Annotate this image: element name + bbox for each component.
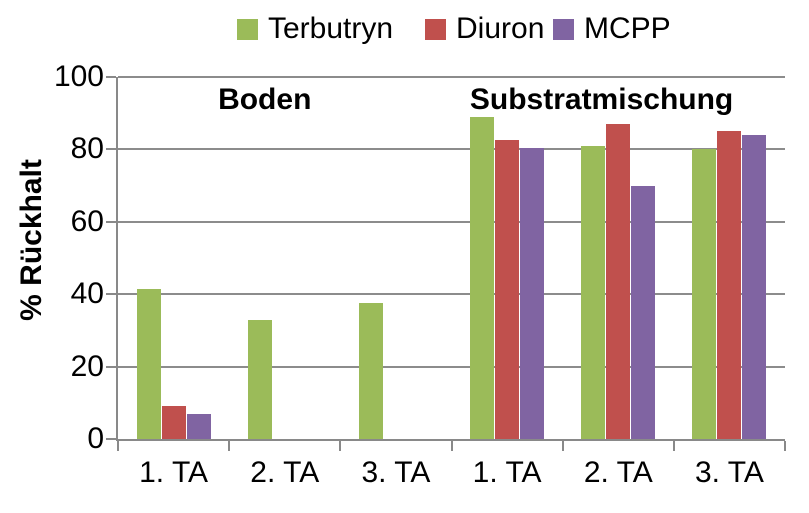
bar-mcpp-5 — [631, 185, 656, 439]
bar-groups — [118, 77, 785, 439]
legend-label-terbutryn: Terbutryn — [268, 12, 394, 45]
gridline-20 — [118, 365, 785, 368]
bar-group-6 — [674, 77, 785, 439]
y-tick-label-80: 80 — [70, 132, 104, 166]
bar-terbutryn-2 — [247, 319, 272, 439]
x-axis-labels: 1. TA 2. TA 3. TA 1. TA 2. TA 3. TA — [118, 458, 785, 488]
bar-terbutryn-4 — [470, 116, 495, 439]
y-tick-mark-60 — [106, 220, 116, 223]
gridline-40 — [118, 293, 785, 296]
x-axis-label-2: 2. TA — [250, 456, 320, 489]
legend-swatch-diuron — [425, 18, 446, 40]
bar-terbutryn-6 — [692, 149, 717, 439]
x-tick-mark-4 — [561, 441, 564, 451]
x-axis-line — [116, 439, 785, 441]
y-tick-mark-80 — [106, 148, 116, 151]
gridline-100 — [118, 76, 785, 78]
y-axis-line — [116, 77, 118, 441]
y-tick-label-0: 0 — [87, 422, 104, 455]
legend-label-diuron: Diuron — [456, 12, 545, 45]
y-tick-mark-0 — [106, 438, 116, 440]
x-tick-mark-1 — [228, 441, 231, 451]
x-tick-mark-2 — [339, 441, 342, 451]
x-axis-label-6: 3. TA — [694, 456, 764, 489]
x-axis-label-5: 2. TA — [583, 456, 653, 489]
bar-mcpp-4 — [520, 147, 545, 439]
bar-diuron-6 — [717, 131, 742, 439]
bar-terbutryn-1 — [136, 288, 161, 439]
legend-swatch-terbutryn — [237, 18, 258, 40]
y-tick-label-20: 20 — [70, 349, 104, 383]
chart-legend: Terbutryn Diuron MCPP — [0, 0, 809, 55]
legend-item-terbutryn: Terbutryn — [237, 14, 393, 44]
legend-item-mcpp: MCPP — [553, 14, 671, 44]
bar-diuron-4 — [495, 140, 520, 439]
bar-group-1 — [118, 77, 229, 439]
bar-mcpp-6 — [742, 134, 767, 439]
x-tick-mark-0 — [117, 441, 119, 451]
plot-area: Boden Substratmischung — [106, 76, 786, 451]
x-tick-mark-5 — [672, 441, 675, 451]
x-axis-label-3: 3. TA — [361, 456, 431, 489]
legend-label-mcpp: MCPP — [584, 12, 671, 45]
x-axis-label-1: 1. TA — [139, 456, 209, 489]
x-axis-label-4: 1. TA — [472, 456, 542, 489]
bar-group-2 — [229, 77, 340, 439]
bar-group-3 — [340, 77, 451, 439]
y-tick-label-40: 40 — [70, 277, 104, 311]
y-tick-label-60: 60 — [70, 204, 104, 238]
legend-item-diuron: Diuron — [425, 14, 544, 44]
x-tick-mark-6 — [784, 441, 786, 451]
annotation-1: Boden — [218, 83, 312, 116]
gridline-60 — [118, 220, 785, 223]
gridline-80 — [118, 148, 785, 151]
y-tick-mark-40 — [106, 293, 116, 296]
bar-group-5 — [563, 77, 674, 439]
legend-swatch-mcpp — [553, 18, 574, 40]
bar-group-4 — [452, 77, 563, 439]
y-tick-label-100: 100 — [53, 60, 104, 93]
annotation-2: Substratmischung — [469, 83, 734, 116]
bar-mcpp-1 — [186, 413, 211, 439]
bar-diuron-5 — [606, 124, 631, 439]
y-tick-mark-100 — [106, 76, 116, 78]
x-tick-mark-3 — [450, 441, 453, 451]
bar-terbutryn-5 — [581, 145, 606, 439]
bar-terbutryn-3 — [358, 303, 383, 439]
y-tick-mark-20 — [106, 365, 116, 368]
bar-diuron-1 — [161, 406, 186, 439]
